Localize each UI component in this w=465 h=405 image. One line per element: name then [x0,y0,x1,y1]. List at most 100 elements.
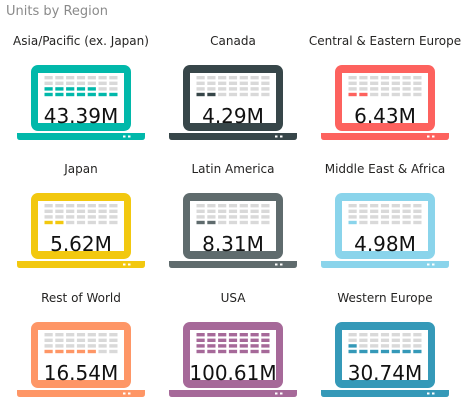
unit-cell [55,215,64,219]
unit-cell [239,87,248,91]
unit-cell [391,349,400,354]
unit-cell [98,333,107,337]
value-label: 6.43M [354,104,416,128]
unit-cell [348,338,357,342]
unit-cell [87,204,96,208]
unit-cell [348,92,357,97]
unit-cell [76,333,86,337]
unit-cell [348,220,357,225]
unit-cell [55,344,64,348]
unit-cell [370,349,379,354]
unit-cell [87,81,96,85]
unit-cell [250,344,259,348]
unit-cell [413,338,422,342]
unit-cell [98,338,107,342]
laptop-screen [38,201,124,251]
unit-cell [98,220,107,225]
unit-cell [196,215,205,219]
unit-cell [44,76,53,80]
unit-cell [261,92,270,97]
unit-cell [109,81,118,85]
unit-cell [228,81,238,85]
unit-cell [76,209,86,213]
unit-cell [218,76,227,80]
unit-cell [348,87,357,91]
region-label: Japan [63,162,97,176]
unit-cell [76,204,86,208]
unit-cell [359,215,368,219]
unit-cell [66,344,75,348]
region-panel: Japan 5.62M [17,162,145,268]
region-label: Asia/Pacific (ex. Japan) [13,34,149,48]
unit-cell [87,220,96,225]
unit-cell [218,92,227,97]
unit-cell [413,215,422,219]
unit-cell [55,338,64,342]
unit-cell [228,349,238,354]
laptop-light [123,135,126,138]
unit-cell [109,344,118,348]
unit-cell [109,338,118,342]
unit-cell [413,344,422,348]
unit-cell [380,204,390,208]
unit-cell [239,338,248,342]
unit-cell [370,209,379,213]
unit-cell [348,215,357,219]
unit-cell [348,344,357,348]
laptop-light [427,135,430,138]
region-label: Rest of World [41,291,121,305]
unit-cell [109,215,118,219]
unit-cell [228,220,238,225]
region-label: USA [221,291,247,305]
laptop-light [128,392,131,395]
unit-cell [380,333,390,337]
unit-cell [44,215,53,219]
unit-cell [66,87,75,91]
unit-cell [55,76,64,80]
unit-cell [44,204,53,208]
unit-cell [370,344,379,348]
unit-cell [261,349,270,354]
unit-cell [370,87,379,91]
unit-cell [218,338,227,342]
unit-cell [250,92,259,97]
unit-cell [98,344,107,348]
unit-cell [359,344,368,348]
unit-cell [196,220,205,225]
laptop-light [280,392,283,395]
unit-cell [413,220,422,225]
unit-cell [239,204,248,208]
unit-cell [196,92,205,97]
unit-cell [44,220,53,225]
region-panel: USA 100.61M [169,291,297,397]
unit-cell [66,81,75,85]
value-label: 43.39M [44,104,119,128]
unit-cell [66,333,75,337]
unit-cell [359,87,368,91]
unit-cell [239,76,248,80]
unit-cell [250,349,259,354]
laptop-screen [38,73,124,123]
unit-cell [87,349,96,354]
unit-cell [207,333,216,337]
unit-cell [413,81,422,85]
unit-cell [196,81,205,85]
unit-cell [391,92,400,97]
unit-cell [66,204,75,208]
laptop-base [17,390,145,397]
unit-cell [196,344,205,348]
unit-cell [239,92,248,97]
unit-cell [261,81,270,85]
unit-cell [76,220,86,225]
unit-cell [391,338,400,342]
unit-cell [413,87,422,91]
unit-cell [402,81,411,85]
unit-cell [239,344,248,348]
region-label: Latin America [192,162,275,176]
unit-cell [44,209,53,213]
laptop-screen [190,201,276,251]
unit-cell [196,76,205,80]
unit-cell [228,215,238,219]
unit-cell [402,209,411,213]
unit-cell [196,349,205,354]
